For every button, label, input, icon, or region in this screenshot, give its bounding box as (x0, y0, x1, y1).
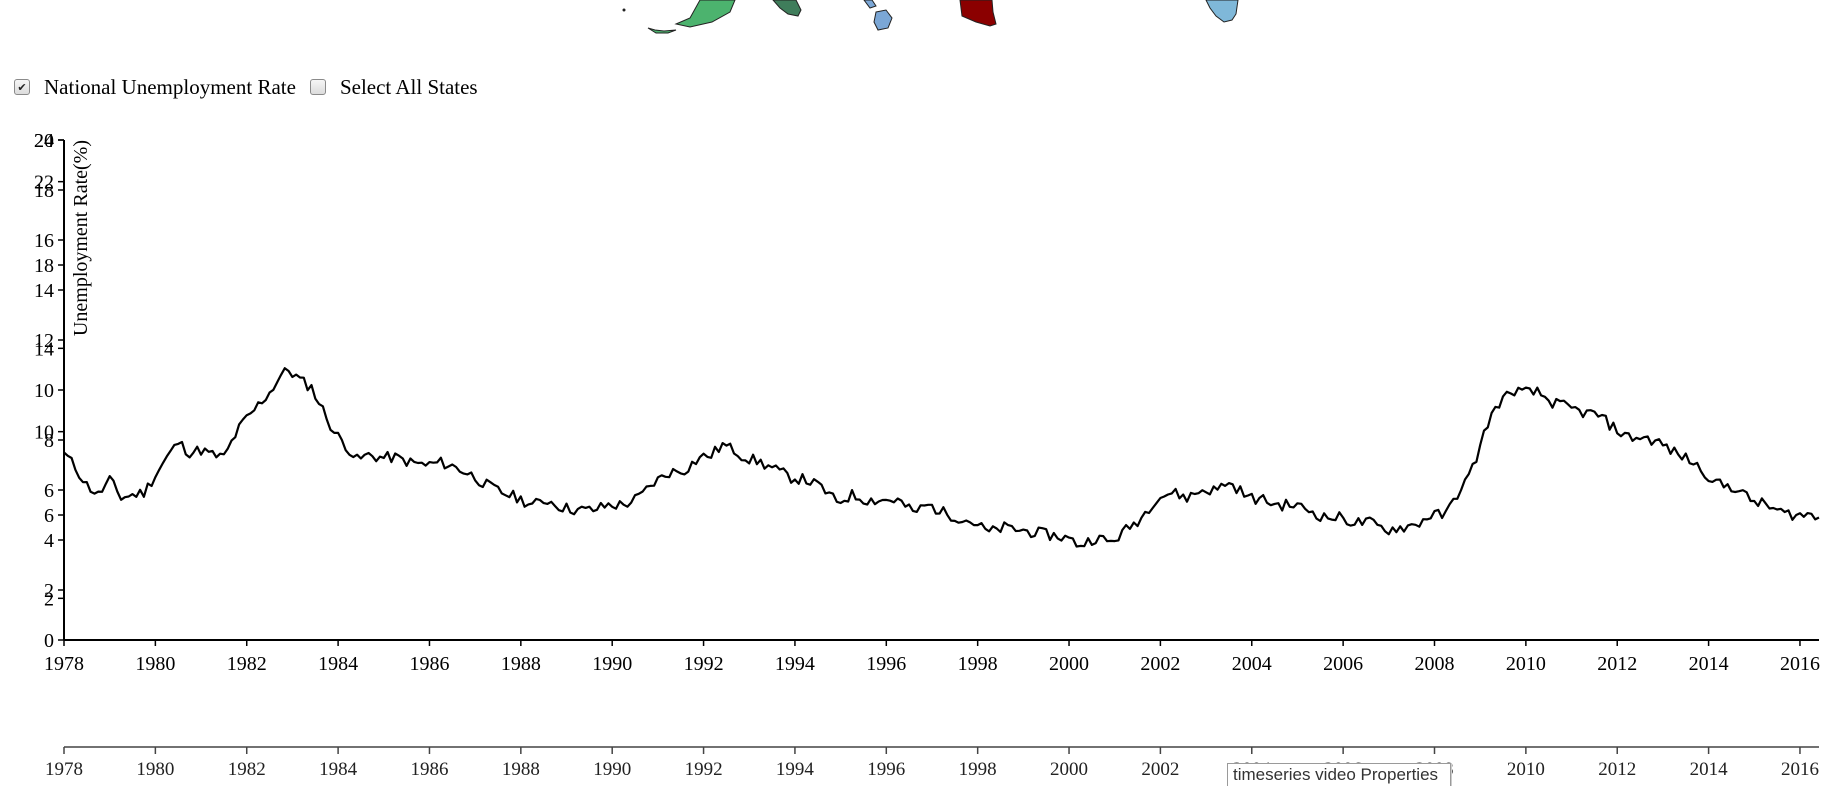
x-tick-label: 2006 (1323, 653, 1363, 675)
x-tick-label: 1988 (501, 653, 541, 675)
series-controls: ✔ National Unemployment Rate Select All … (14, 74, 492, 100)
x-tick-label: 1984 (318, 653, 358, 675)
x-tick-label: 1982 (227, 653, 267, 675)
y-tick-label: 6 (44, 505, 54, 527)
x-tick-label: 2010 (1506, 653, 1546, 675)
y-tick-label: 8 (44, 430, 54, 452)
context-tick-label: 1988 (502, 759, 540, 780)
x-tick-label: 1992 (684, 653, 724, 675)
x-tick-label: 1994 (775, 653, 815, 675)
y-tick-label: 18 (34, 180, 54, 202)
x-tick-label: 1980 (135, 653, 175, 675)
y-axis-label: Unemployment Rate(%) (70, 140, 92, 336)
x-tick-label: 2012 (1597, 653, 1637, 675)
state-shape-light-blue[interactable] (1205, 0, 1239, 23)
us-state-map[interactable] (0, 0, 1830, 40)
context-tick-label: 2012 (1598, 759, 1636, 780)
context-tick-layer: 1978 1980 1982 1984 1986 1988 1990 1992 1994 1996… (45, 747, 1819, 780)
properties-panel-label: timeseries video Properties (1233, 765, 1439, 784)
y-tick-label: 14 (34, 338, 54, 360)
context-tick-label: 2000 (1050, 759, 1088, 780)
x-tick-label: 2004 (1232, 653, 1272, 675)
alaska-shape-main[interactable] (674, 0, 736, 28)
y-tick-label: 18 (34, 255, 54, 277)
national-toggle[interactable]: ✔ National Unemployment Rate (14, 75, 310, 100)
y-tick-label: 16 (34, 230, 54, 252)
x-tick-label: 2000 (1049, 653, 1089, 675)
x-tick-label: 1978 (44, 653, 84, 675)
x-tick-label: 1990 (592, 653, 632, 675)
state-shape-dark-green[interactable] (772, 0, 802, 17)
x-tick-label: 2014 (1689, 653, 1729, 675)
context-tick-label: 1984 (319, 759, 358, 780)
context-axis-group: 1978 1980 1982 1984 1986 1988 1990 1992 1994 1996… (45, 746, 1819, 780)
x-tick-label: 2008 (1414, 653, 1454, 675)
x-tick-layer: 1978 1980 1982 1984 1986 1988 1990 1992 1994 1996… (44, 640, 1820, 675)
hawaii-shape[interactable] (863, 0, 893, 31)
alaska-islands[interactable] (647, 27, 677, 34)
x-tick-label: 2016 (1780, 653, 1820, 675)
x-tick-label: 2002 (1140, 653, 1180, 675)
x-tick-label: 1998 (958, 653, 998, 675)
y-tick-label: 12 (34, 330, 54, 352)
y-tick-label: 24 (34, 130, 54, 152)
national-unemployment-line[interactable] (63, 367, 1820, 548)
context-tick-label: 1992 (685, 759, 723, 780)
context-tick-label: 1982 (228, 759, 266, 780)
properties-panel-tab[interactable]: timeseries video Properties (1227, 763, 1451, 786)
y-tick-label: 2 (44, 580, 54, 602)
context-tick-label: 2016 (1781, 759, 1819, 780)
context-tick-label: 2002 (1141, 759, 1179, 780)
context-tick-label: 1980 (136, 759, 174, 780)
x-tick-label: 1996 (866, 653, 906, 675)
y-tick-label: 14 (34, 280, 54, 302)
context-tick-label: 1990 (593, 759, 631, 780)
national-checkbox-label: National Unemployment Rate (44, 74, 296, 99)
context-tick-label: 2014 (1690, 759, 1729, 780)
y-tick-label: 10 (34, 380, 54, 402)
state-shape-dark-red[interactable] (959, 0, 997, 27)
context-tick-label: 1998 (959, 759, 997, 780)
all-states-checkbox-label: Select All States (339, 74, 478, 99)
context-tick-label: 1994 (776, 759, 815, 780)
y-tick-label: 2 (44, 588, 54, 610)
context-tick-label: 1978 (45, 759, 83, 780)
y-tick-label: 0 (44, 630, 54, 652)
x-axis-group: 1978 1980 1982 1984 1986 1988 1990 1992 1994 1996… (44, 639, 1820, 675)
all-states-toggle[interactable]: Select All States (309, 74, 492, 100)
y-tick-label: 20 (34, 130, 54, 152)
context-tick-label: 1986 (410, 759, 448, 780)
context-tick-label: 2010 (1507, 759, 1545, 780)
y-tick-label: 4 (44, 530, 54, 552)
context-tick-label: 1996 (867, 759, 905, 780)
y-tick-label: 6 (44, 480, 54, 502)
y-tick-label: 10 (34, 422, 54, 444)
alaska-island-dot (622, 8, 626, 12)
alaska-shape[interactable] (622, 0, 736, 34)
national-checkbox[interactable]: ✔ (14, 79, 30, 95)
all-states-checkbox[interactable] (309, 79, 326, 95)
x-tick-label: 1986 (409, 653, 449, 675)
y-tick-label: 22 (34, 172, 54, 194)
